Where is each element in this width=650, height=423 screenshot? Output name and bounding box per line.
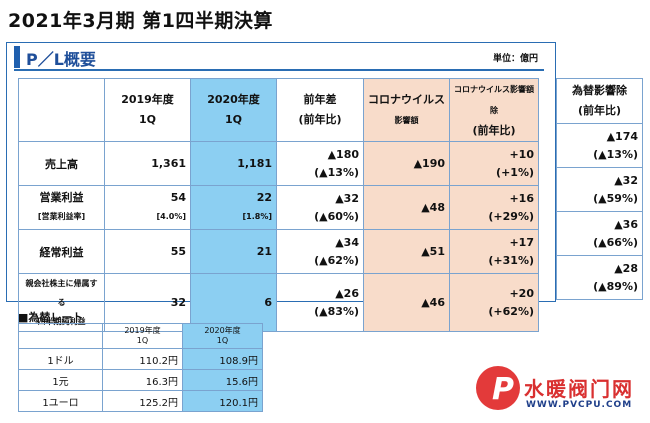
header-fx-impact: 為替影響除 (前年比) — [556, 78, 643, 124]
value-2019: 55 — [104, 229, 191, 274]
watermark-text: 水暖阀门网 — [524, 377, 634, 401]
fx-rate-2020: 120.1円 — [182, 390, 263, 412]
fx-rate-2019: 16.3円 — [102, 369, 183, 391]
header-diff: 前年差 (前年比) — [276, 78, 364, 142]
row-label: 経常利益 — [18, 229, 105, 274]
table-row: ▲28 (▲89%) — [556, 255, 643, 300]
watermark-logo-letter: P — [492, 372, 514, 407]
pl-table: 2019年度 1Q 2020年度 1Q 前年差 (前年比) コロナウイルス 影響額 コロ… — [18, 78, 539, 332]
header-blank — [18, 78, 105, 142]
value-corona-excl: +20 (+62%) — [449, 273, 539, 332]
value-2019: 54 [4.0%] — [104, 185, 191, 230]
value-fx-impact: ▲28 (▲89%) — [556, 255, 643, 300]
fx-header-2019: 2019年度 1Q — [102, 323, 183, 349]
table-row: 売上高 1,361 1,181 ▲180 (▲13%) ▲190 +10 (+1%) — [18, 141, 539, 186]
value-corona-excl: +10 (+1%) — [449, 141, 539, 186]
fx-header-2020: 2020年度 1Q — [182, 323, 263, 349]
row-label: 親会社株主に帰属する 四半期純利益 — [18, 273, 105, 332]
pl-heading: P／L概要 — [26, 50, 96, 69]
fx-currency: 1元 — [18, 369, 103, 391]
value-corona: ▲190 — [363, 141, 450, 186]
table-row: 1ドル 110.2円 108.9円 — [18, 348, 263, 370]
table-row: 営業利益 [営業利益率] 54 [4.0%] 22 [1.8%] ▲32 (▲60%) … — [18, 185, 539, 230]
fx-currency: 1ユーロ — [18, 390, 103, 412]
fx-rate-2019: 125.2円 — [102, 390, 183, 412]
table-row: 経常利益 55 21 ▲34 (▲62%) ▲51 +17 (+31%) — [18, 229, 539, 274]
value-diff: ▲32 (▲60%) — [276, 185, 364, 230]
value-2019: 1,361 — [104, 141, 191, 186]
watermark-url: WWW.PVCPU.COM — [526, 400, 633, 410]
table-row: 1ユーロ 125.2円 120.1円 — [18, 390, 263, 412]
table-row: ▲36 (▲66%) — [556, 211, 643, 256]
value-2020: 21 — [190, 229, 277, 274]
value-2019: 32 — [104, 273, 191, 332]
fx-impact-header-row: 為替影響除 (前年比) — [556, 78, 643, 124]
page-title: 2021年3月期 第1四半期決算 — [8, 10, 273, 32]
table-row: 1元 16.3円 15.6円 — [18, 369, 263, 391]
value-corona-excl: +17 (+31%) — [449, 229, 539, 274]
value-fx-impact: ▲32 (▲59%) — [556, 167, 643, 212]
fx-rate-2019: 110.2円 — [102, 348, 183, 370]
header-2020: 2020年度 1Q — [190, 78, 277, 142]
value-diff: ▲180 (▲13%) — [276, 141, 364, 186]
watermark-logo-icon — [476, 366, 520, 410]
unit-label: 単位：億円 — [492, 54, 538, 64]
fx-heading: ■為替レート — [18, 311, 84, 324]
value-fx-impact: ▲174 (▲13%) — [556, 123, 643, 168]
value-corona: ▲46 — [363, 273, 450, 332]
value-corona: ▲51 — [363, 229, 450, 274]
table-row: ▲32 (▲59%) — [556, 167, 643, 212]
pl-header-row: 2019年度 1Q 2020年度 1Q 前年差 (前年比) コロナウイルス 影響額 コロ… — [18, 78, 539, 142]
table-row: 親会社株主に帰属する 四半期純利益 32 6 ▲26 (▲83%) ▲46 +20(… — [18, 273, 539, 332]
value-diff: ▲26 (▲83%) — [276, 273, 364, 332]
fx-header-blank — [18, 323, 103, 349]
table-row: ▲174 (▲13%) — [556, 123, 643, 168]
header-corona-excl: コロナウイルス影響額除 (前年比) — [449, 78, 539, 142]
value-fx-impact: ▲36 (▲66%) — [556, 211, 643, 256]
fx-impact-table: 為替影響除 (前年比) ▲174 (▲13%) ▲32 (▲59%) ▲36 (▲66%… — [556, 78, 643, 300]
row-label: 営業利益 [営業利益率] — [18, 185, 105, 230]
section-accent-bar — [14, 46, 20, 68]
fx-rate-2020: 15.6円 — [182, 369, 263, 391]
value-diff: ▲34 (▲62%) — [276, 229, 364, 274]
value-2020: 1,181 — [190, 141, 277, 186]
fx-currency: 1ドル — [18, 348, 103, 370]
value-2020: 22 [1.8%] — [190, 185, 277, 230]
value-corona-excl: +16 (+29%) — [449, 185, 539, 230]
section-underline — [14, 69, 544, 71]
header-corona: コロナウイルス 影響額 — [363, 78, 450, 142]
fx-header-row: 2019年度 1Q 2020年度 1Q — [18, 323, 263, 349]
value-corona: ▲48 — [363, 185, 450, 230]
fx-table: 2019年度 1Q 2020年度 1Q 1ドル 110.2円 108.9円 1元 1… — [18, 323, 263, 412]
fx-rate-2020: 108.9円 — [182, 348, 263, 370]
header-2019: 2019年度 1Q — [104, 78, 191, 142]
row-label: 売上高 — [18, 141, 105, 186]
